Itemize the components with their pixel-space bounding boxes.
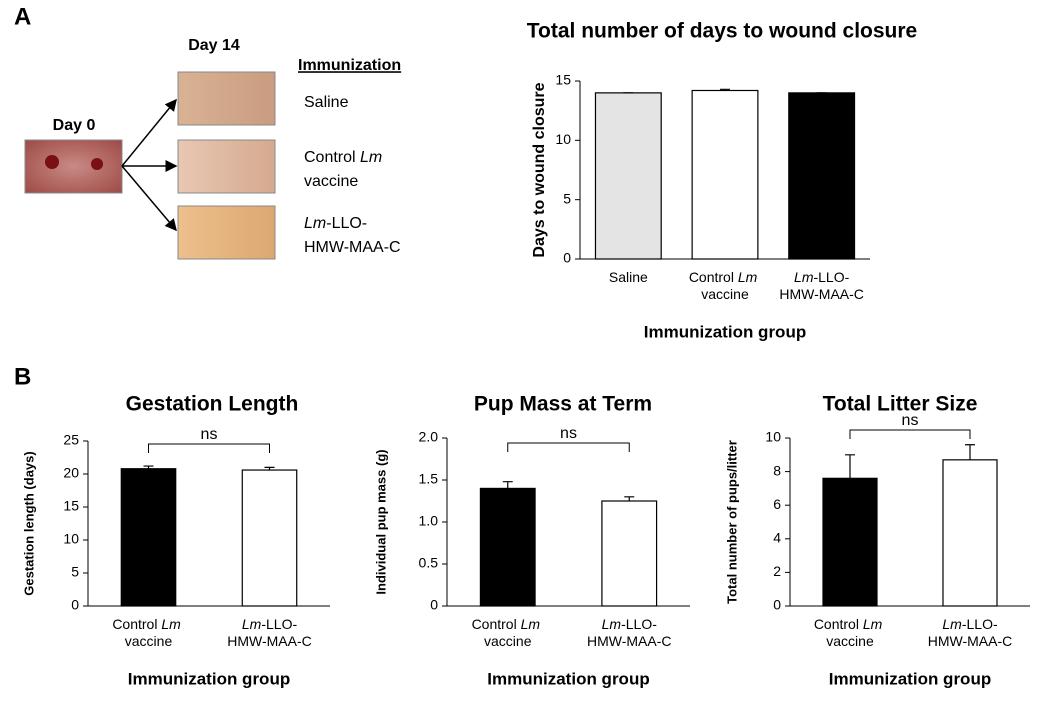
- chart-title: Total Litter Size: [823, 393, 978, 416]
- photo: [177, 205, 276, 260]
- significance-bracket: [148, 443, 270, 453]
- y-axis-title: Gestation length (days): [21, 451, 36, 595]
- arrow: [121, 98, 177, 167]
- y-tick-label: 0: [773, 597, 781, 613]
- x-tick-label: Saline: [609, 269, 648, 285]
- photo: [177, 139, 276, 194]
- x-tick-label: Control Lm vaccine: [689, 269, 761, 302]
- bar: [788, 92, 856, 260]
- y-tick-label: 5: [71, 564, 79, 580]
- y-tick-label: 2: [773, 563, 781, 579]
- bar: [822, 477, 878, 607]
- y-tick-label: 0: [563, 250, 571, 266]
- x-tick-label: Control Lm vaccine: [814, 616, 886, 649]
- y-tick-label: 5: [563, 190, 571, 206]
- bar: [601, 500, 658, 607]
- group-label: Saline: [304, 94, 349, 111]
- y-tick-label: 10: [765, 429, 781, 445]
- significance-label: ns: [560, 425, 577, 442]
- chart-title: Total number of days to wound closure: [527, 20, 917, 43]
- significance-bracket: [849, 429, 971, 439]
- y-tick-label: 1.5: [419, 471, 439, 487]
- day-label: Day 0: [53, 117, 96, 134]
- y-tick-label: 15: [63, 498, 79, 514]
- x-tick-label: Lm-LLO-HMW-MAA-C: [227, 616, 312, 649]
- chart-title: Gestation Length: [126, 393, 299, 416]
- bar: [594, 92, 662, 260]
- x-tick-label: Control Lm vaccine: [112, 616, 184, 649]
- x-axis-title: Immunization group: [829, 669, 991, 688]
- significance-bracket: [507, 442, 630, 452]
- y-tick-label: 25: [63, 432, 79, 448]
- x-tick-label: Lm-LLO-HMW-MAA-C: [779, 269, 864, 302]
- bar: [241, 469, 298, 607]
- photo: [177, 71, 276, 126]
- error-bar: [624, 496, 635, 501]
- y-tick-label: 0: [71, 597, 79, 613]
- day-label: Day 14: [188, 37, 240, 54]
- wound: [91, 158, 103, 170]
- arrow: [121, 165, 177, 232]
- y-tick-label: 4: [773, 530, 781, 546]
- y-tick-label: 6: [773, 496, 781, 512]
- y-tick-label: 10: [63, 531, 79, 547]
- group-label: Lm-LLO-HMW-MAA-C: [304, 215, 401, 256]
- x-axis-title: Immunization group: [128, 669, 290, 688]
- bar: [120, 468, 177, 607]
- heading: Immunization: [298, 57, 401, 74]
- y-tick-label: 0: [430, 597, 438, 613]
- photo: [24, 139, 123, 194]
- chart-title: Pup Mass at Term: [474, 393, 652, 416]
- y-tick-label: 10: [555, 131, 571, 147]
- y-axis-title: Individual pup mass (g): [373, 449, 388, 594]
- bar: [691, 89, 759, 260]
- bar: [479, 487, 536, 607]
- y-tick-label: 20: [63, 465, 79, 481]
- error-bar: [143, 465, 154, 469]
- error-bar: [720, 88, 730, 91]
- group-label: Control Lm vaccine: [304, 149, 387, 190]
- error-bar: [965, 444, 975, 460]
- error-bar: [845, 454, 855, 479]
- y-axis-title: Total number of pups/litter: [724, 440, 739, 604]
- arrows: [121, 98, 178, 232]
- bar: [942, 459, 998, 607]
- significance-label: ns: [201, 426, 218, 443]
- wound: [45, 155, 59, 169]
- y-tick-label: 2.0: [419, 429, 439, 445]
- y-axis-title: Days to wound closure: [531, 82, 548, 257]
- x-tick-label: Lm-LLO-HMW-MAA-C: [928, 616, 1013, 649]
- error-bar: [502, 481, 513, 489]
- significance-label: ns: [902, 412, 919, 429]
- photos: [24, 71, 276, 260]
- x-axis-title: Immunization group: [487, 669, 649, 688]
- y-tick-label: 1.0: [419, 513, 439, 529]
- x-tick-label: Control Lm vaccine: [472, 616, 544, 649]
- panel-letter: B: [14, 363, 31, 390]
- x-axis-title: Immunization group: [644, 322, 806, 341]
- error-bar: [264, 466, 275, 471]
- y-tick-label: 0.5: [419, 555, 439, 571]
- y-tick-label: 15: [555, 72, 571, 88]
- x-tick-label: Lm-LLO-HMW-MAA-C: [587, 616, 672, 649]
- panel-letter: A: [14, 3, 31, 30]
- y-tick-label: 8: [773, 462, 781, 478]
